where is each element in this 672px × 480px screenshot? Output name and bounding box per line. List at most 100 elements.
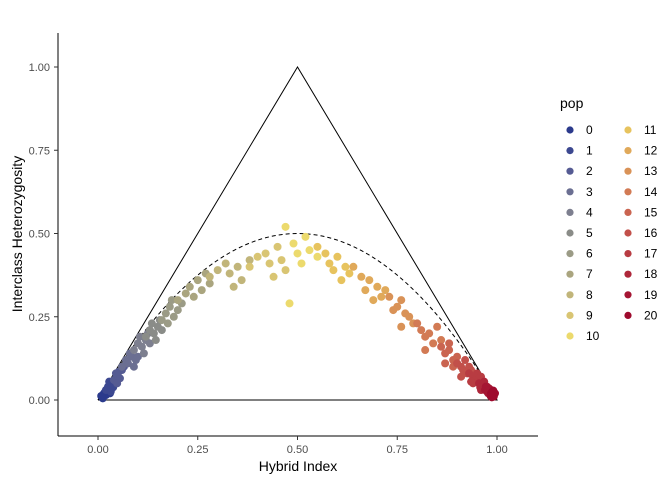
legend-key-pop-20 bbox=[624, 311, 632, 319]
legend-label-pop-18: 18 bbox=[644, 267, 658, 281]
legend-key-pop-0 bbox=[566, 126, 574, 134]
data-point-pop-6 bbox=[167, 296, 176, 305]
data-point-pop-12 bbox=[357, 272, 366, 281]
legend-label-pop-1: 1 bbox=[586, 144, 593, 158]
data-point-pop-2 bbox=[113, 379, 122, 388]
data-point-pop-7 bbox=[197, 286, 206, 295]
data-point-pop-14 bbox=[425, 329, 434, 338]
axes: 0.00 0.25 0.50 0.75 1.00 0.00 0.25 0.50 0.75 1.00 bbox=[29, 33, 538, 456]
data-point-pop-4 bbox=[139, 349, 148, 358]
legend-label-pop-10: 10 bbox=[586, 329, 600, 343]
data-point-pop-14 bbox=[413, 319, 422, 328]
data-point-pop-15 bbox=[453, 352, 462, 361]
legend-label-pop-15: 15 bbox=[644, 205, 658, 219]
data-point-pop-15 bbox=[437, 342, 446, 351]
data-point-pop-10 bbox=[305, 246, 314, 255]
data-point-pop-3 bbox=[133, 352, 142, 361]
legend-key-pop-13 bbox=[624, 167, 632, 175]
data-point-pop-6 bbox=[173, 306, 182, 315]
legend-label-pop-9: 9 bbox=[586, 308, 593, 322]
data-point-pop-9 bbox=[261, 249, 270, 258]
legend-key-pop-14 bbox=[624, 188, 632, 196]
data-point-pop-4 bbox=[145, 339, 154, 348]
data-point-pop-9 bbox=[253, 252, 262, 261]
legend-key-pop-15 bbox=[624, 208, 632, 216]
data-point-pop-13 bbox=[397, 322, 406, 331]
data-point-pop-15 bbox=[441, 359, 450, 368]
data-point-pop-11 bbox=[341, 262, 350, 271]
data-point-pop-8 bbox=[221, 259, 230, 268]
legend-key-pop-4 bbox=[566, 208, 574, 216]
legend-title: pop bbox=[560, 95, 584, 111]
x-tick-label: 0.75 bbox=[387, 444, 408, 456]
data-point-pop-6 bbox=[163, 319, 172, 328]
data-point-pop-0 bbox=[97, 392, 106, 401]
data-point-pop-12 bbox=[373, 282, 382, 291]
legend-label-pop-0: 0 bbox=[586, 123, 593, 137]
data-point-pop-15 bbox=[445, 346, 454, 355]
data-point-pop-16 bbox=[461, 356, 470, 365]
x-axis-title: Hybrid Index bbox=[259, 458, 338, 474]
legend-label-pop-11: 11 bbox=[644, 123, 657, 137]
data-point-pop-10 bbox=[297, 259, 306, 268]
data-point-pop-13 bbox=[405, 312, 414, 321]
legend-label-pop-20: 20 bbox=[644, 308, 658, 322]
data-point-pop-10 bbox=[281, 222, 290, 231]
plot-area bbox=[97, 66, 500, 403]
y-axis-title: Interclass Heterozygosity bbox=[9, 156, 25, 312]
data-point-pop-9 bbox=[277, 256, 286, 265]
legend-key-pop-3 bbox=[566, 188, 574, 196]
data-point-pop-10 bbox=[289, 239, 298, 248]
data-point-pop-8 bbox=[205, 272, 214, 281]
data-point-pop-12 bbox=[349, 262, 358, 271]
data-point-pop-8 bbox=[229, 282, 238, 291]
data-point-pop-6 bbox=[165, 302, 174, 311]
data-point-pop-7 bbox=[185, 282, 194, 291]
legend-label-pop-13: 13 bbox=[644, 164, 658, 178]
data-point-pop-7 bbox=[205, 279, 214, 288]
legend-key-pop-12 bbox=[624, 147, 632, 155]
legend-key-pop-10 bbox=[566, 332, 574, 340]
legend-key-pop-9 bbox=[566, 311, 574, 319]
y-tick-label: 1.00 bbox=[29, 62, 50, 74]
data-point-pop-9 bbox=[245, 262, 254, 271]
data-point-pop-11 bbox=[313, 242, 322, 251]
data-point-pop-12 bbox=[361, 286, 370, 295]
legend-key-pop-18 bbox=[624, 270, 632, 278]
data-point-pop-10 bbox=[301, 232, 310, 241]
data-point-pop-20 bbox=[487, 393, 496, 402]
data-point-pop-14 bbox=[421, 346, 430, 355]
data-point-pop-9 bbox=[273, 242, 282, 251]
data-point-pop-14 bbox=[429, 339, 438, 348]
y-tick-label: 0.00 bbox=[29, 395, 50, 407]
legend-label-pop-16: 16 bbox=[644, 226, 658, 240]
data-point-pop-12 bbox=[369, 296, 378, 305]
legend-label-pop-14: 14 bbox=[644, 185, 658, 199]
x-tick-label: 0.50 bbox=[287, 444, 308, 456]
data-point-pop-8 bbox=[237, 276, 246, 285]
legend-key-pop-8 bbox=[566, 291, 574, 299]
expected-curve bbox=[97, 232, 498, 401]
data-point-pop-7 bbox=[193, 276, 202, 285]
data-point-pop-6 bbox=[161, 309, 170, 318]
data-point-pop-11 bbox=[345, 269, 354, 278]
data-point-pop-11 bbox=[337, 276, 346, 285]
data-point-pop-8 bbox=[213, 266, 222, 275]
data-point-pop-3 bbox=[117, 362, 126, 371]
data-point-pop-5 bbox=[149, 329, 158, 338]
data-point-pop-14 bbox=[433, 322, 442, 331]
data-point-pop-13 bbox=[385, 292, 394, 301]
legend-label-pop-4: 4 bbox=[586, 205, 593, 219]
data-point-pop-11 bbox=[325, 259, 334, 268]
data-point-pop-10 bbox=[285, 299, 294, 308]
data-point-pop-14 bbox=[417, 326, 426, 335]
legend-label-pop-19: 19 bbox=[644, 288, 658, 302]
data-point-pop-16 bbox=[457, 372, 466, 381]
data-point-pop-6 bbox=[169, 312, 178, 321]
data-point-pop-6 bbox=[157, 316, 166, 325]
data-point-pop-5 bbox=[141, 332, 150, 341]
data-point-pop-20 bbox=[489, 386, 498, 395]
legend-label-pop-8: 8 bbox=[586, 288, 593, 302]
